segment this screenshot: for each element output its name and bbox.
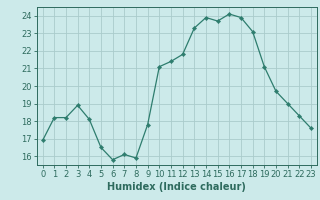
X-axis label: Humidex (Indice chaleur): Humidex (Indice chaleur) [108,182,246,192]
